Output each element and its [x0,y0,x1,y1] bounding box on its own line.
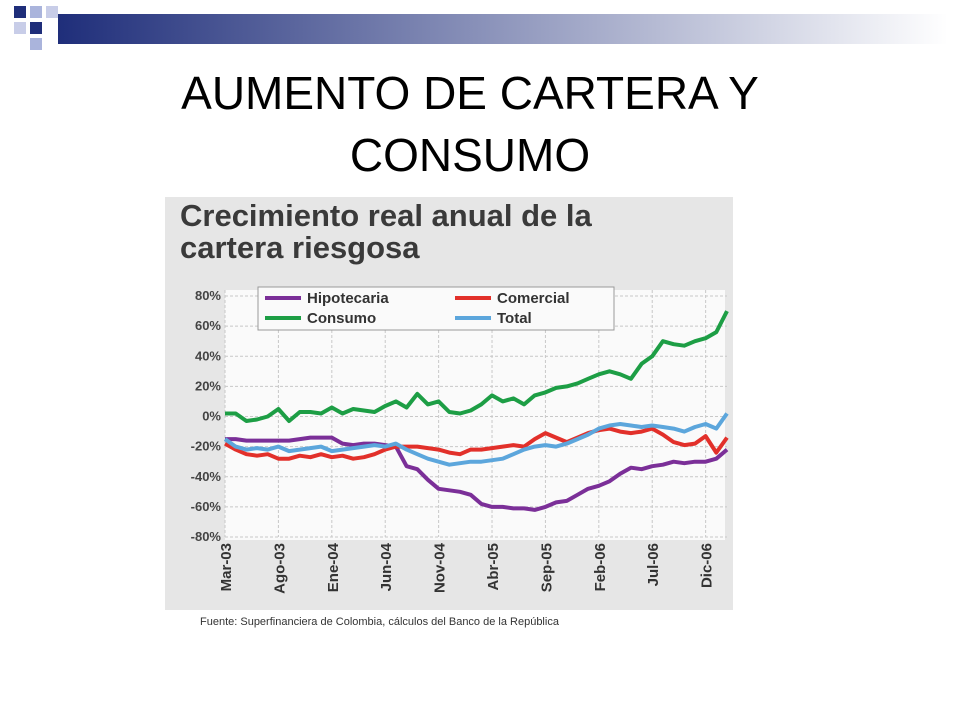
y-tick-label: -20% [191,439,222,454]
y-tick-label: 20% [195,378,221,393]
legend-label: Comercial [497,290,570,307]
x-tick-label: Jun-04 [378,542,395,591]
y-tick-label: 0% [202,409,221,424]
decor [14,6,26,18]
x-tick-label: Mar-03 [218,543,235,591]
series-line [224,426,729,461]
y-tick-label: 40% [195,348,221,363]
x-tick-label: Jul-06 [645,543,662,586]
legend-label: Consumo [307,310,376,327]
decor [30,22,42,34]
decor [46,6,58,18]
x-tick-label: Ene-04 [325,542,342,592]
series-line [223,412,729,467]
decor [30,6,42,18]
legend-box [257,286,615,331]
x-tick-label: Dic-06 [699,543,716,588]
legend-label: Total [497,310,532,327]
x-tick-label: Feb-06 [592,543,609,591]
series-line [225,435,729,512]
slide-title: AUMENTO DE CARTERA Y CONSUMO [181,67,759,181]
decor-bar [58,14,948,44]
series-line [225,310,729,423]
x-tick-label: Nov-04 [432,542,449,593]
y-tick-label: 60% [195,318,221,333]
decor [14,22,26,34]
x-tick-label: Sep-05 [538,543,555,592]
decor [30,38,42,50]
source: Fuente: Superfinanciera de Colombia, cál… [200,616,560,628]
x-tick-label: Abr-05 [485,543,502,591]
x-tick-label: Ago-03 [271,543,288,594]
y-tick-label: 80% [195,288,221,303]
y-tick-label: -60% [191,499,222,514]
plot: -80% -60% -40% -20% 0% 20% 40% 60% 80% Mar-03 Ago-… [191,286,729,594]
y-tick-label: -80% [191,529,222,544]
legend-label: Hipotecaria [307,290,389,307]
y-tick-label: -40% [191,469,222,484]
chart-title: Crecimiento real anual de la cartera rie… [180,198,592,265]
